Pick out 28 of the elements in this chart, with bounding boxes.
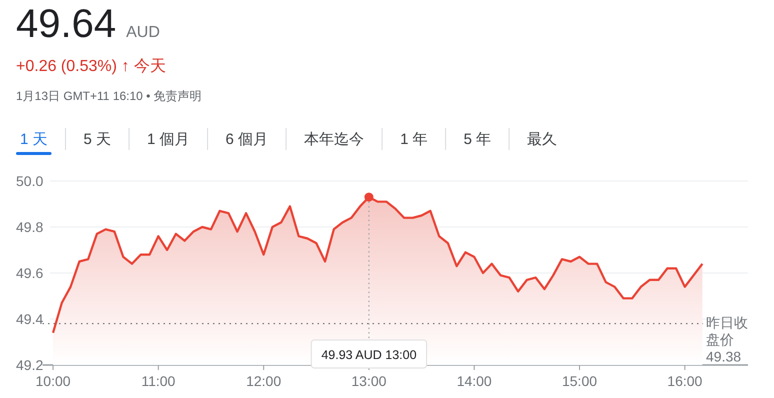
x-tick-label: 16:00 bbox=[667, 373, 703, 389]
y-tick-label: 49.2 bbox=[16, 357, 44, 373]
text: 1月13日 GMT+11 16:10 • 免责声明 bbox=[16, 89, 202, 103]
y-tick-label: 50.0 bbox=[16, 173, 44, 189]
x-tick-label: 11:00 bbox=[141, 373, 176, 389]
chart-subtitle: AUD bbox=[126, 24, 160, 41]
annotation: 49.38 bbox=[706, 348, 742, 365]
text: 5 天 bbox=[84, 131, 112, 148]
chart-title: 49.64 bbox=[16, 2, 116, 46]
tooltip: 49.93 AUD 13:00 bbox=[310, 340, 428, 368]
ref-line-label: 昨日收盘价 bbox=[706, 314, 748, 348]
y-tick-label: 49.8 bbox=[16, 219, 44, 235]
text: 1 年 bbox=[400, 131, 428, 148]
text: 1 天 bbox=[20, 131, 48, 148]
text: +0.26 (0.53%) ↑ 今天 bbox=[16, 58, 166, 75]
text: 5 年 bbox=[464, 131, 492, 148]
text: 最久 bbox=[527, 131, 558, 148]
x-tick-label: 12:00 bbox=[246, 373, 282, 389]
x-tick-label: 15:00 bbox=[562, 373, 598, 389]
x-tick-label: 13:00 bbox=[351, 373, 387, 389]
y-tick-label: 49.4 bbox=[16, 311, 44, 327]
text: 6 個月 bbox=[226, 131, 268, 148]
text: 1 個月 bbox=[147, 131, 190, 148]
y-tick-label: 49.6 bbox=[16, 265, 44, 281]
annotation: 49.93 AUD 13:00 bbox=[321, 348, 417, 362]
x-tick-label: 14:00 bbox=[456, 373, 492, 389]
text: 本年迄今 bbox=[304, 131, 364, 148]
x-tick-label: 10:00 bbox=[36, 373, 71, 389]
